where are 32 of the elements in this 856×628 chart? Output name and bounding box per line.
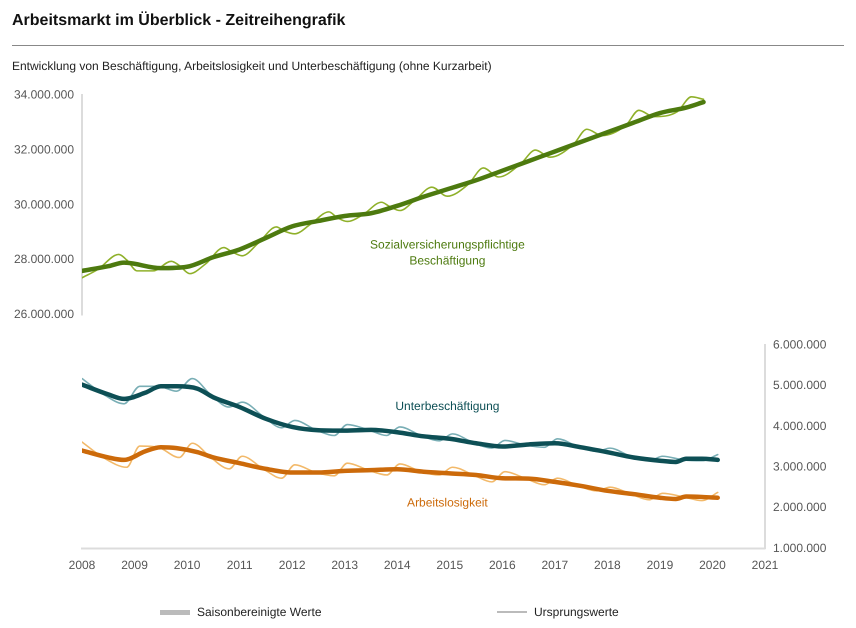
series-label: Sozialversicherungspflichtige Beschäftigung <box>370 238 526 268</box>
series-label: Unterbeschäftigung <box>395 398 500 413</box>
text: Saisonbereinigte Werte <box>197 605 322 619</box>
y2-tick-label: 2.000.000 <box>773 500 827 514</box>
y-tick-label: 30.000.000 <box>14 197 74 212</box>
x-tick-label: 2020 <box>699 558 726 572</box>
chart-subtitle: Entwicklung von Beschäftigung, Arbeitslosigkeit und Unterbeschäftigung (ohne Kurzarbeit) <box>12 59 492 73</box>
x-tick-label: 2013 <box>331 558 358 572</box>
x-tick-label: 2014 <box>384 558 411 572</box>
series-label: Arbeitslosigkeit <box>407 496 488 510</box>
x-tick-label: 2016 <box>488 558 516 572</box>
y2-tick-label: 4.000.000 <box>773 418 827 433</box>
chart-title: Arbeitsmarkt im Überblick - Zeitreihengrafik <box>12 12 346 30</box>
x-tick-label: 2015 <box>436 558 464 572</box>
x-tick-label: 2008 <box>68 558 96 572</box>
x-tick-label: 2019 <box>646 558 674 572</box>
x-tick-label: 2018 <box>594 558 622 572</box>
x-tick-label: 2012 <box>278 558 306 572</box>
y-tick-label: 26.000.000 <box>14 307 74 322</box>
x-tick-label: 2010 <box>174 558 201 572</box>
x-tick-label: 2017 <box>541 558 569 572</box>
y-tick-label: 32.000.000 <box>14 142 74 156</box>
x-tick-label: 2021 <box>752 558 779 572</box>
y-tick-label: 34.000.000 <box>14 88 74 102</box>
y2-tick-label: 3.000.000 <box>773 460 827 474</box>
y-tick-label: 28.000.000 <box>14 252 74 266</box>
x-tick-label: 2009 <box>121 558 148 572</box>
y2-tick-label: 5.000.000 <box>773 378 827 392</box>
x-tick-label: 2011 <box>226 558 253 572</box>
text: Ursprungswerte <box>534 605 619 619</box>
y2-tick-label: 1.000.000 <box>773 540 827 555</box>
y2-tick-label: 6.000.000 <box>773 338 827 352</box>
